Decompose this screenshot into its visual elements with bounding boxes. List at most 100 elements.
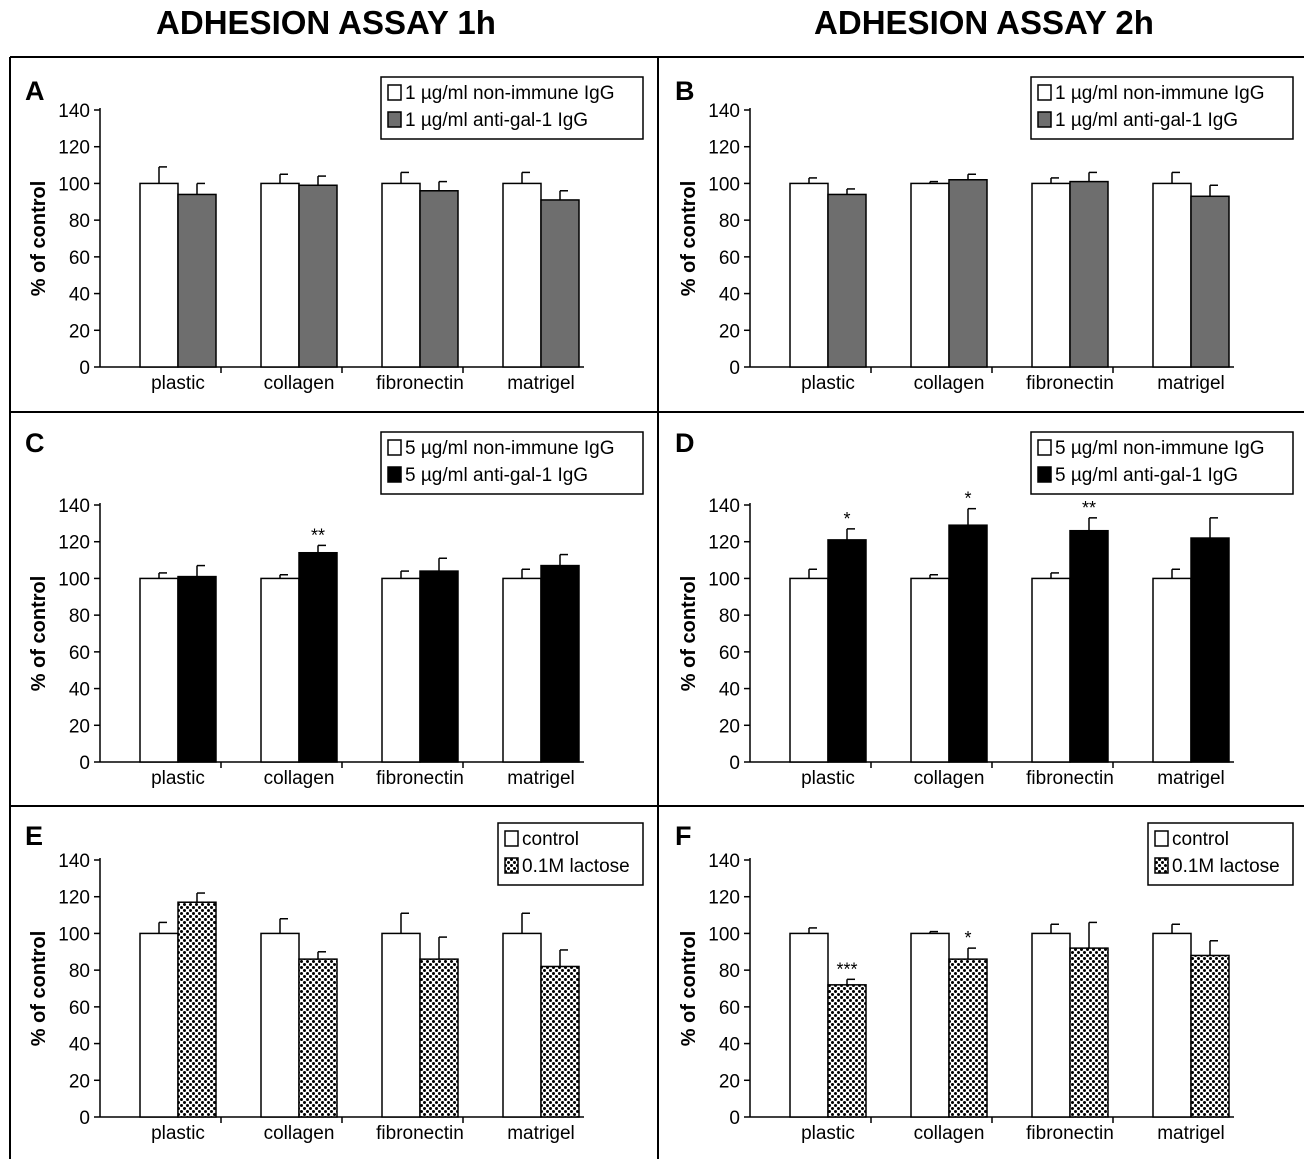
legend: 1 µg/ml non-immune IgG 1 µg/ml anti-gal-1…: [1030, 76, 1294, 140]
x-tick-label: plastic: [151, 373, 205, 394]
y-tick-label: 20: [719, 1071, 740, 1092]
y-axis-label: % of control: [28, 181, 50, 297]
y-tick-label: 120: [58, 888, 90, 909]
y-tick-label: 80: [719, 211, 740, 232]
significance-label: *: [843, 509, 850, 529]
y-tick-label: 0: [729, 1108, 740, 1129]
legend-swatch: [1154, 830, 1169, 847]
y-tick-label: 80: [719, 961, 740, 982]
y-tick-label: 60: [69, 248, 90, 269]
left-column-title: ADHESION ASSAY 1h: [156, 4, 496, 41]
y-tick-label: 20: [69, 716, 90, 737]
legend-box: [1030, 431, 1294, 495]
x-tick-label: plastic: [801, 1123, 855, 1144]
right-column-title: ADHESION ASSAY 2h: [814, 4, 1154, 41]
legend-box: [497, 822, 644, 886]
y-tick-label: 80: [69, 606, 90, 627]
legend: 1 µg/ml non-immune IgG 1 µg/ml anti-gal-1…: [380, 76, 644, 140]
bar: [298, 551, 338, 763]
y-tick-label: 40: [719, 1035, 740, 1056]
legend-label: 0.1M lactose: [1172, 856, 1280, 877]
bar: [419, 190, 459, 368]
bar: [260, 932, 300, 1118]
y-tick-label: 100: [58, 569, 90, 590]
x-tick-label: matrigel: [507, 1123, 575, 1144]
panel-C: C % of control 0 20 40 60 80 100 120 140 plastic **…: [25, 428, 644, 789]
legend-swatch: [504, 857, 519, 874]
bar: [381, 932, 421, 1118]
panel-D: D % of control 0 20 40 60 80 100 120 140 * plastic *…: [675, 428, 1294, 789]
y-tick-label: 40: [69, 1035, 90, 1056]
panel-letter: C: [25, 428, 45, 458]
legend: control 0.1M lactose: [1147, 822, 1294, 886]
significance-label: *: [964, 928, 971, 948]
y-tick-label: 120: [708, 138, 740, 159]
bar: [789, 182, 829, 368]
legend-swatch: [387, 439, 402, 456]
bar: [1031, 577, 1071, 763]
panel-letter: E: [25, 821, 43, 851]
x-tick-label: collagen: [264, 1123, 335, 1144]
bar: [540, 199, 580, 368]
bar: [910, 577, 950, 763]
y-tick-label: 140: [58, 101, 90, 122]
x-tick-label: collagen: [914, 768, 985, 789]
y-tick-label: 120: [58, 138, 90, 159]
panel-letter: D: [675, 428, 695, 458]
x-tick-label: matrigel: [1157, 373, 1225, 394]
panel-letter: B: [675, 76, 695, 106]
y-tick-label: 100: [58, 924, 90, 945]
y-tick-label: 120: [708, 888, 740, 909]
legend-box: [380, 431, 644, 495]
y-tick-label: 20: [69, 1071, 90, 1092]
x-tick-label: fibronectin: [376, 1123, 464, 1144]
bar: [1031, 932, 1071, 1118]
bar: [298, 184, 338, 368]
legend-label: 5 µg/ml anti-gal-1 IgG: [405, 465, 588, 486]
significance-label: **: [1082, 498, 1096, 518]
bar: [1190, 537, 1230, 763]
x-tick-label: matrigel: [507, 373, 575, 394]
y-tick-label: 60: [69, 998, 90, 1019]
legend-label: 5 µg/ml non-immune IgG: [405, 438, 614, 459]
legend-box: [1030, 76, 1294, 140]
legend-swatch: [504, 830, 519, 847]
bar: [540, 564, 580, 763]
y-tick-label: 60: [719, 643, 740, 664]
bar: [1031, 182, 1071, 368]
y-tick-label: 20: [719, 716, 740, 737]
y-axis-label: % of control: [678, 576, 700, 692]
y-tick-label: 140: [58, 496, 90, 517]
y-tick-label: 140: [708, 851, 740, 872]
x-tick-label: fibronectin: [376, 768, 464, 789]
bar: [827, 539, 867, 763]
significance-label: *: [964, 489, 971, 509]
x-tick-label: fibronectin: [1026, 1123, 1114, 1144]
bar: [1069, 180, 1109, 368]
bar: [948, 958, 988, 1118]
y-tick-label: 20: [719, 321, 740, 342]
y-tick-label: 40: [719, 285, 740, 306]
panel-B: B % of control 0 20 40 60 80 100 120 140 plastic co…: [675, 76, 1294, 394]
y-tick-label: 20: [69, 321, 90, 342]
y-tick-label: 140: [58, 851, 90, 872]
bar: [540, 965, 580, 1118]
x-tick-label: collagen: [914, 1123, 985, 1144]
bar: [1190, 195, 1230, 368]
legend: 5 µg/ml non-immune IgG 5 µg/ml anti-gal-1…: [1030, 431, 1294, 495]
bar: [260, 182, 300, 368]
bar: [177, 575, 217, 763]
x-tick-label: matrigel: [1157, 768, 1225, 789]
legend: control 0.1M lactose: [497, 822, 644, 886]
bar: [139, 932, 179, 1118]
x-tick-label: collagen: [914, 373, 985, 394]
x-tick-label: plastic: [801, 373, 855, 394]
legend-swatch: [387, 466, 402, 483]
x-tick-label: plastic: [151, 1123, 205, 1144]
y-tick-label: 0: [729, 358, 740, 379]
bar: [1069, 529, 1109, 763]
panel-A: A % of control 0 20 40 60 80 100 120 140 plastic co…: [25, 76, 644, 394]
x-tick-label: collagen: [264, 768, 335, 789]
y-tick-label: 0: [79, 753, 90, 774]
